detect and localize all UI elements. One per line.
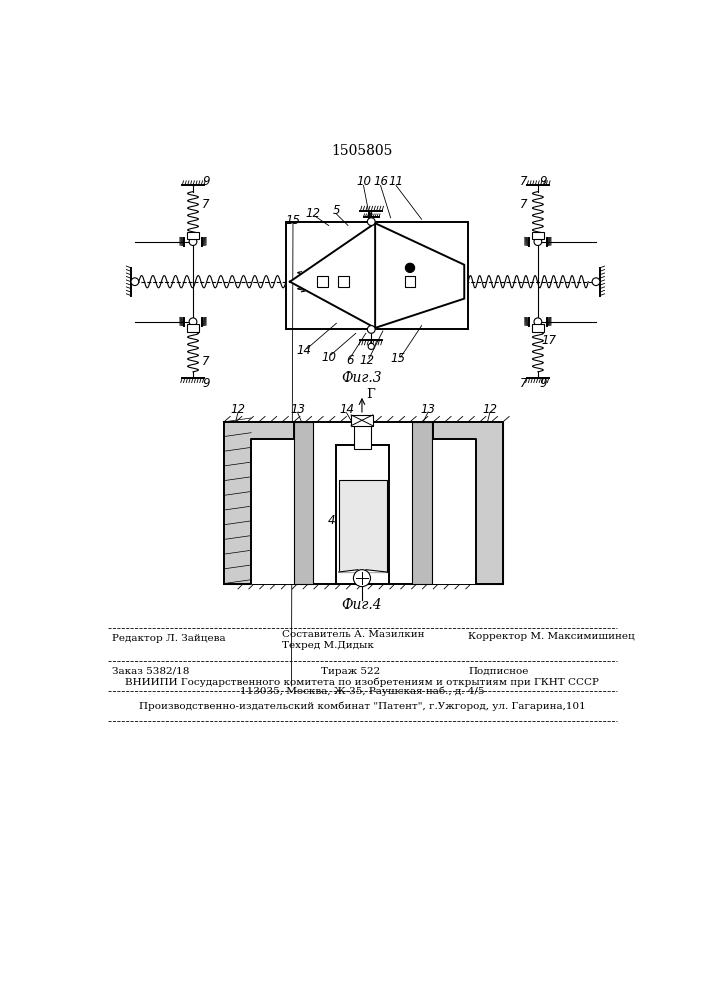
- Circle shape: [405, 263, 414, 272]
- Bar: [251, 439, 293, 584]
- Bar: [532, 232, 544, 239]
- Text: Заказ 5382/18: Заказ 5382/18: [112, 667, 189, 676]
- Text: 7: 7: [520, 175, 527, 188]
- Text: 17: 17: [541, 334, 556, 347]
- Bar: [476, 422, 503, 584]
- Text: 16: 16: [373, 175, 388, 188]
- Text: 12: 12: [230, 403, 245, 416]
- Text: ВНИИПИ Государственного комитета по изобретениям и открытиям при ГКНТ СССР: ВНИИПИ Государственного комитета по изоб…: [125, 677, 599, 687]
- Text: 14: 14: [339, 403, 354, 416]
- Text: Техред М.Дидык: Техред М.Дидык: [282, 641, 374, 650]
- Bar: [433, 439, 476, 584]
- Bar: [293, 422, 313, 584]
- Bar: [404, 276, 416, 287]
- Text: 12: 12: [482, 403, 497, 416]
- Circle shape: [189, 318, 197, 326]
- Bar: [187, 324, 199, 332]
- Text: 15: 15: [391, 352, 406, 365]
- Text: Составитель А. Мазилкин: Составитель А. Мазилкин: [282, 630, 425, 639]
- Text: Корректор М. Максимишинец: Корректор М. Максимишинец: [468, 632, 635, 641]
- Text: 7: 7: [520, 377, 527, 390]
- Bar: [338, 276, 349, 287]
- Polygon shape: [224, 422, 293, 584]
- Circle shape: [131, 278, 139, 286]
- Text: Производственно-издательский комбинат "Патент", г.Ужгород, ул. Гагарина,101: Производственно-издательский комбинат "П…: [139, 702, 585, 711]
- Circle shape: [368, 218, 375, 225]
- Polygon shape: [375, 223, 464, 328]
- Circle shape: [354, 570, 370, 587]
- Circle shape: [368, 343, 374, 349]
- Bar: [412, 422, 432, 584]
- Bar: [339, 480, 387, 572]
- Text: 13: 13: [421, 403, 436, 416]
- Bar: [532, 324, 544, 332]
- Text: 6: 6: [281, 525, 288, 538]
- Text: 6: 6: [437, 525, 445, 538]
- Text: Подписное: Подписное: [468, 667, 529, 676]
- Polygon shape: [433, 422, 503, 584]
- Text: 4: 4: [327, 514, 335, 527]
- Text: 9: 9: [202, 377, 210, 390]
- Bar: [224, 422, 293, 439]
- Text: 6: 6: [346, 354, 354, 367]
- Circle shape: [592, 278, 600, 286]
- Text: 12: 12: [360, 354, 375, 367]
- Polygon shape: [339, 570, 387, 572]
- Bar: [351, 415, 373, 426]
- Bar: [286, 222, 468, 329]
- Bar: [337, 445, 389, 584]
- Text: 9: 9: [539, 377, 547, 390]
- Bar: [187, 232, 199, 239]
- Circle shape: [368, 326, 375, 333]
- Text: 7: 7: [520, 198, 527, 211]
- Bar: [317, 276, 328, 287]
- Text: 113035, Москва, Ж-35, Раушская наб., д. 4/5: 113035, Москва, Ж-35, Раушская наб., д. …: [240, 687, 484, 696]
- Circle shape: [189, 238, 197, 246]
- Text: Фиг.3: Фиг.3: [341, 371, 382, 385]
- Text: 11: 11: [389, 175, 404, 188]
- Circle shape: [534, 238, 542, 246]
- Bar: [433, 422, 503, 439]
- Text: 13: 13: [290, 403, 305, 416]
- Bar: [354, 416, 371, 449]
- Bar: [224, 422, 251, 584]
- Text: 14: 14: [296, 344, 311, 358]
- Text: Г: Г: [366, 388, 375, 401]
- Text: Тираж 522: Тираж 522: [321, 667, 380, 676]
- Text: Редактор Л. Зайцева: Редактор Л. Зайцева: [112, 634, 226, 643]
- Text: 5: 5: [281, 468, 288, 481]
- Text: 12: 12: [305, 207, 321, 220]
- Text: 9: 9: [202, 175, 210, 188]
- Polygon shape: [290, 223, 375, 328]
- Text: 15: 15: [286, 214, 300, 227]
- Text: 7: 7: [202, 198, 210, 211]
- Text: 1505805: 1505805: [332, 144, 392, 158]
- Text: 5: 5: [332, 204, 340, 217]
- Text: 7: 7: [202, 355, 210, 368]
- Text: 10: 10: [356, 175, 371, 188]
- Circle shape: [534, 318, 542, 326]
- Text: Фиг.4: Фиг.4: [341, 598, 382, 612]
- Text: 10: 10: [321, 351, 336, 364]
- Text: 9: 9: [539, 175, 547, 188]
